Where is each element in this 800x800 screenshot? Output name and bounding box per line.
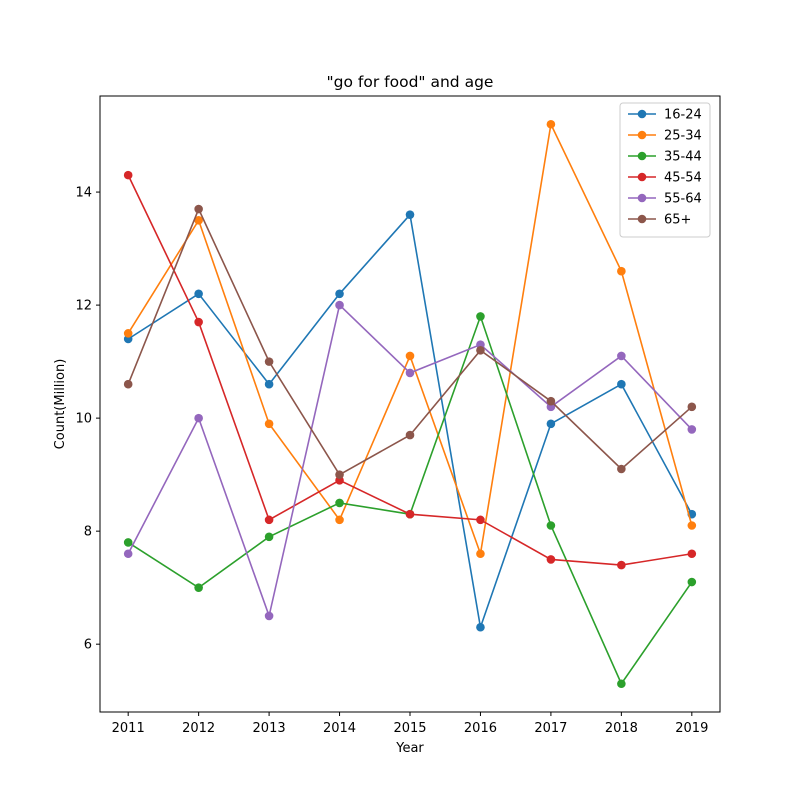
data-point (335, 289, 344, 299)
data-point (335, 470, 344, 479)
data-point (476, 549, 485, 559)
x-tick-label: 2018 (605, 721, 638, 736)
legend-marker (637, 151, 647, 161)
data-point (546, 419, 556, 429)
legend-marker (637, 214, 647, 224)
data-point (264, 611, 274, 621)
data-point (264, 515, 274, 525)
data-point (123, 379, 133, 389)
data-point (264, 357, 274, 366)
data-point (194, 204, 203, 214)
series-16-24 (123, 210, 697, 632)
legend-item: 65+ (628, 213, 691, 228)
legend-marker (637, 193, 647, 203)
y-tick-label: 8 (84, 525, 92, 540)
y-axis: 6 8 10 12 14 (75, 186, 100, 653)
data-point (546, 521, 556, 530)
x-tick-label: 2012 (182, 721, 215, 736)
y-tick-label: 12 (75, 299, 92, 314)
y-tick-label: 14 (75, 186, 92, 201)
data-point (617, 560, 626, 570)
data-point (194, 216, 203, 225)
data-point (476, 346, 485, 355)
x-axis-label: Year (395, 741, 424, 756)
x-axis: 2011 2012 2013 2014 2015 2016 2017 2018 2019 (112, 712, 708, 736)
data-point (476, 622, 485, 632)
data-point (123, 549, 133, 559)
data-point (687, 521, 697, 530)
x-tick-label: 2014 (323, 721, 356, 736)
data-point (264, 379, 274, 389)
y-tick-label: 6 (84, 638, 92, 653)
data-point (476, 312, 485, 321)
data-point (546, 396, 556, 406)
data-point (546, 555, 556, 564)
data-point (335, 515, 344, 525)
legend-label: 45-54 (664, 171, 702, 186)
data-point (476, 515, 485, 525)
data-point (617, 679, 626, 689)
data-point (335, 498, 344, 508)
legend-marker (637, 172, 647, 182)
legend-item: 55-64 (628, 192, 702, 207)
data-point (194, 289, 203, 299)
x-tick-label: 2016 (464, 721, 497, 736)
data-point (617, 266, 626, 276)
data-point (194, 413, 203, 423)
legend-label: 16-24 (664, 108, 702, 123)
data-point (405, 430, 415, 440)
data-point (687, 577, 697, 587)
legend-label: 25-34 (664, 129, 702, 144)
data-point (617, 464, 626, 474)
data-point (405, 210, 415, 219)
series-65+ (123, 204, 697, 479)
legend-item: 25-34 (628, 129, 702, 144)
x-tick-label: 2011 (112, 721, 145, 736)
data-point (687, 425, 697, 434)
data-point (123, 170, 133, 180)
data-point (264, 532, 274, 542)
series-45-54 (123, 170, 697, 570)
x-tick-label: 2017 (534, 721, 567, 736)
chart-title: "go for food" and age (327, 73, 494, 91)
series-35-44 (123, 312, 697, 689)
data-point (194, 583, 203, 592)
series-layer (123, 119, 697, 689)
legend-label: 35-44 (664, 150, 702, 165)
data-point (405, 368, 415, 378)
legend-label: 55-64 (664, 192, 702, 207)
data-point (264, 419, 274, 429)
series-line (127, 121, 693, 555)
data-point (687, 549, 697, 559)
y-tick-label: 10 (75, 412, 92, 427)
data-point (123, 538, 133, 547)
legend: 16-24 25-34 35-44 45-54 55-64 65+ (619, 102, 711, 238)
data-point (335, 300, 344, 310)
series-55-64 (123, 300, 697, 621)
data-point (617, 351, 626, 361)
legend-marker (637, 109, 647, 119)
data-point (617, 379, 626, 389)
data-point (687, 402, 697, 412)
data-point (194, 317, 203, 327)
series-line (127, 212, 693, 628)
y-axis-label: Count(Million) (53, 359, 68, 450)
legend-item: 16-24 (628, 108, 702, 123)
x-tick-label: 2015 (393, 721, 426, 736)
series-25-34 (123, 119, 697, 559)
legend-item: 45-54 (628, 171, 702, 186)
data-point (546, 119, 556, 129)
legend-item: 35-44 (628, 150, 702, 165)
data-point (123, 329, 133, 338)
data-point (405, 351, 415, 361)
legend-label: 65+ (664, 213, 691, 228)
data-point (405, 509, 415, 519)
x-tick-label: 2019 (675, 721, 708, 736)
legend-marker (637, 130, 647, 140)
x-tick-label: 2013 (253, 721, 286, 736)
